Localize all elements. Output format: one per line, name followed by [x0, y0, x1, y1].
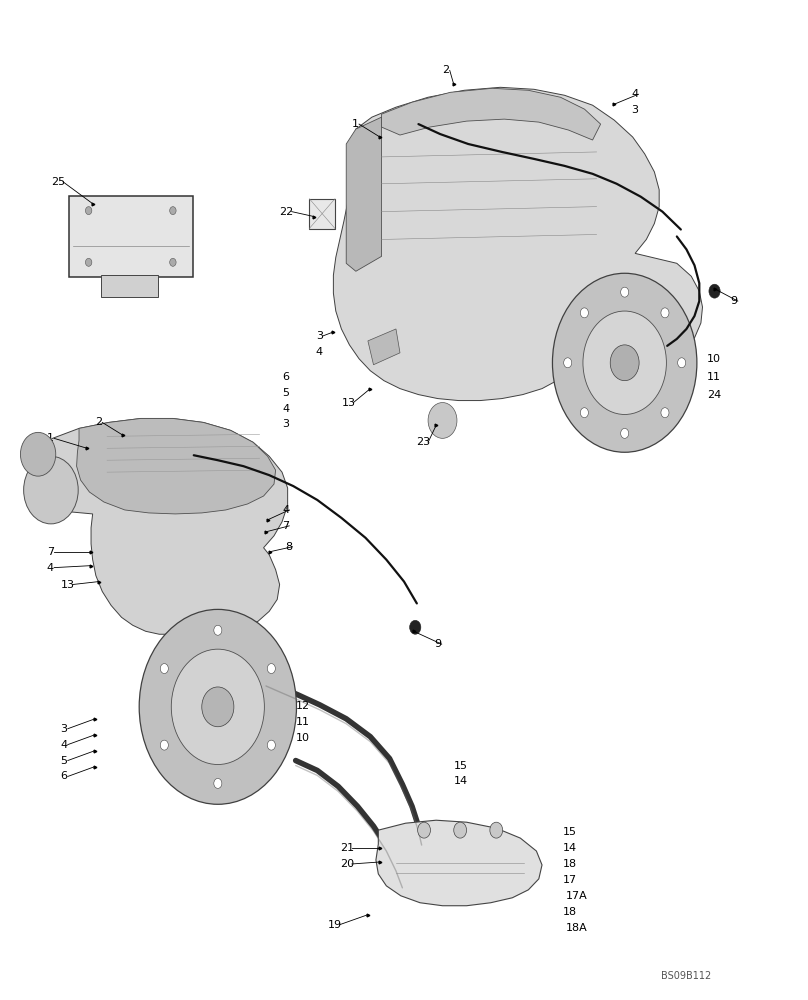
Circle shape: [661, 308, 669, 318]
Circle shape: [583, 311, 667, 414]
Text: 18: 18: [563, 907, 577, 917]
Text: 17A: 17A: [566, 891, 588, 901]
Bar: [69, 196, 193, 277]
Circle shape: [86, 258, 92, 266]
Text: 6: 6: [282, 372, 289, 382]
Circle shape: [621, 287, 629, 297]
Circle shape: [610, 345, 639, 381]
Bar: [101, 275, 158, 297]
Text: 23: 23: [416, 437, 430, 447]
Text: 8: 8: [285, 542, 292, 552]
Text: 11: 11: [707, 372, 722, 382]
Polygon shape: [334, 87, 702, 401]
Text: 15: 15: [454, 761, 468, 771]
Text: 15: 15: [563, 827, 577, 837]
Text: 18A: 18A: [566, 923, 588, 933]
Text: 4: 4: [47, 563, 54, 573]
Text: 3: 3: [316, 331, 322, 341]
Text: 3: 3: [282, 419, 289, 429]
Circle shape: [20, 432, 56, 476]
Polygon shape: [376, 820, 542, 906]
Circle shape: [160, 740, 168, 750]
Text: 25: 25: [51, 177, 65, 187]
Text: 6: 6: [61, 771, 68, 781]
Circle shape: [214, 625, 222, 635]
Text: 7: 7: [47, 547, 54, 557]
Text: 11: 11: [296, 717, 309, 727]
Text: 3: 3: [61, 724, 68, 734]
Text: 4: 4: [61, 740, 68, 750]
Polygon shape: [346, 117, 381, 271]
Text: BS09B112: BS09B112: [661, 971, 711, 981]
Text: 4: 4: [631, 89, 638, 99]
Text: 4: 4: [316, 347, 323, 357]
Circle shape: [553, 273, 696, 452]
Circle shape: [410, 620, 421, 634]
Text: 1: 1: [47, 433, 54, 443]
Circle shape: [23, 456, 78, 524]
Polygon shape: [368, 329, 400, 365]
Text: 4: 4: [282, 505, 289, 515]
Text: 21: 21: [340, 843, 354, 853]
Text: 7: 7: [282, 521, 289, 531]
Bar: [309, 199, 335, 229]
Circle shape: [428, 403, 457, 438]
Circle shape: [170, 207, 176, 215]
Text: 10: 10: [296, 733, 309, 743]
Circle shape: [490, 822, 503, 838]
Text: 22: 22: [280, 207, 294, 217]
Polygon shape: [23, 418, 288, 634]
Text: 14: 14: [563, 843, 577, 853]
Circle shape: [580, 408, 588, 418]
Circle shape: [267, 664, 276, 674]
Text: 5: 5: [282, 388, 289, 398]
Text: 14: 14: [454, 776, 468, 786]
Text: 4: 4: [282, 404, 289, 414]
Text: 18: 18: [563, 859, 577, 869]
Text: 12: 12: [296, 701, 309, 711]
Text: 9: 9: [435, 639, 442, 649]
Circle shape: [709, 284, 720, 298]
Text: 5: 5: [61, 756, 68, 766]
Circle shape: [621, 428, 629, 438]
Text: 3: 3: [631, 105, 638, 115]
Text: 20: 20: [340, 859, 354, 869]
Circle shape: [202, 687, 234, 727]
Circle shape: [214, 778, 222, 788]
Text: 10: 10: [707, 354, 722, 364]
Text: 2: 2: [95, 417, 102, 427]
Text: 9: 9: [730, 296, 738, 306]
Polygon shape: [77, 418, 276, 514]
Text: 13: 13: [61, 580, 74, 590]
Text: 17: 17: [563, 875, 577, 885]
Circle shape: [267, 740, 276, 750]
Text: 1: 1: [351, 119, 359, 129]
Circle shape: [678, 358, 686, 368]
Circle shape: [661, 408, 669, 418]
Text: 19: 19: [328, 920, 342, 930]
Circle shape: [139, 609, 297, 804]
Circle shape: [171, 649, 264, 765]
Circle shape: [170, 258, 176, 266]
Text: 13: 13: [342, 398, 356, 408]
Circle shape: [580, 308, 588, 318]
Circle shape: [454, 822, 466, 838]
Circle shape: [418, 822, 431, 838]
Circle shape: [86, 207, 92, 215]
Circle shape: [160, 664, 168, 674]
Text: 2: 2: [443, 65, 449, 75]
Circle shape: [564, 358, 572, 368]
Polygon shape: [381, 88, 600, 140]
Text: 24: 24: [707, 390, 722, 400]
